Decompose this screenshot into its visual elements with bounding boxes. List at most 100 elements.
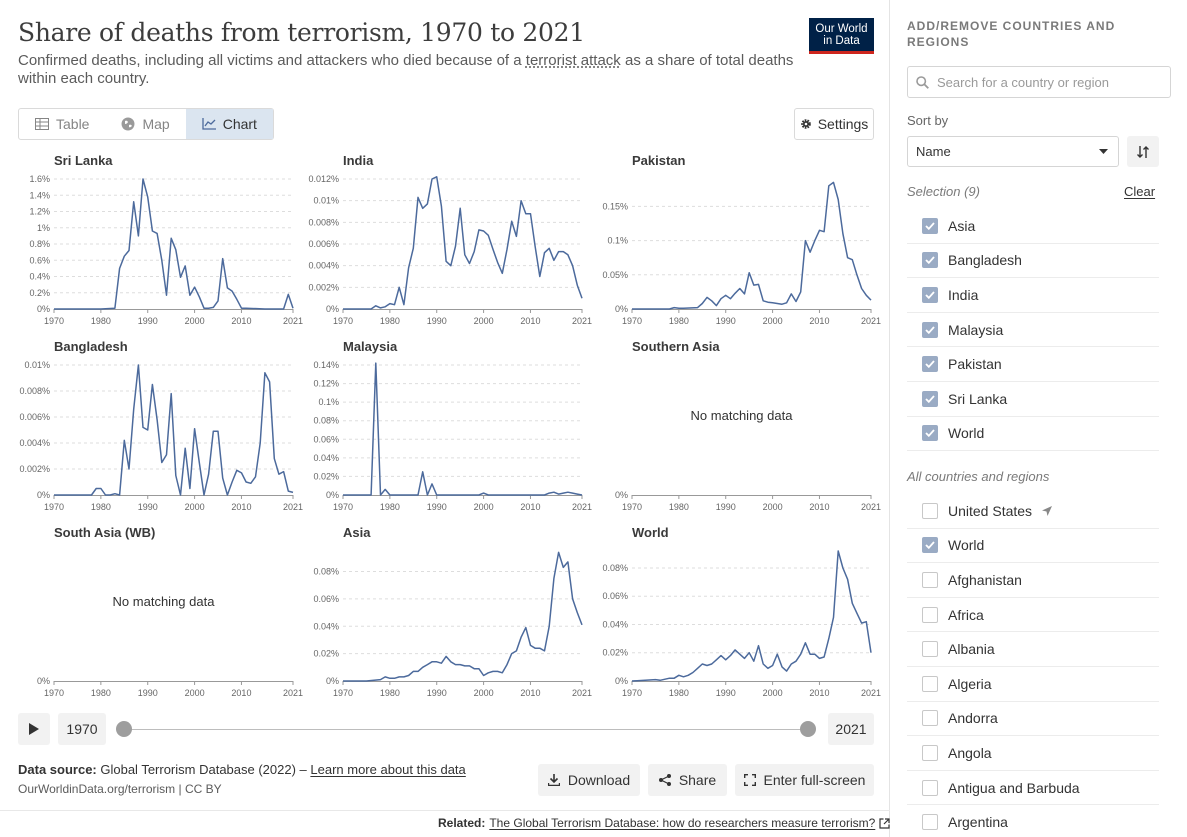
checkbox[interactable]	[922, 710, 938, 727]
checkbox[interactable]	[922, 814, 938, 831]
country-item-united-states[interactable]: United States	[907, 494, 1159, 529]
subtitle-text: Confirmed deaths, including all victims …	[18, 52, 526, 69]
tab-map[interactable]: Map	[105, 109, 185, 139]
selected-item-asia[interactable]: Asia	[907, 209, 1159, 244]
start-handle[interactable]	[116, 721, 132, 737]
y-tick-label: 0.004%	[308, 261, 339, 271]
search-input[interactable]: Search for a country or region	[907, 66, 1171, 98]
checkbox[interactable]	[922, 252, 938, 269]
country-item-angola[interactable]: Angola	[907, 736, 1159, 771]
item-label: Malaysia	[948, 321, 1004, 338]
series-line-sri-lanka[interactable]	[54, 178, 294, 310]
y-tick-label: 0.02%	[313, 471, 339, 481]
checkbox[interactable]	[922, 779, 938, 796]
sort-order-button[interactable]	[1127, 136, 1159, 167]
x-tick-label: 2000	[763, 316, 783, 326]
x-tick-label: 1990	[138, 502, 158, 512]
x-tick-label: 2021	[283, 688, 303, 698]
x-tick-label: 1990	[427, 502, 447, 512]
country-item-albania[interactable]: Albania	[907, 632, 1159, 667]
country-item-argentina[interactable]: Argentina	[907, 805, 1159, 837]
fullscreen-button[interactable]: Enter full-screen	[735, 764, 874, 796]
checkbox[interactable]	[922, 675, 938, 692]
country-item-antigua-and-barbuda[interactable]: Antigua and Barbuda	[907, 771, 1159, 806]
checkbox[interactable]	[922, 641, 938, 658]
x-tick-label: 1990	[716, 502, 736, 512]
y-tick-label: 0.008%	[308, 217, 339, 227]
owid-logo[interactable]: Our World in Data	[809, 18, 874, 54]
play-button[interactable]	[18, 713, 50, 745]
footer-divider	[0, 810, 890, 811]
y-tick-label: 0%	[615, 304, 628, 314]
checkbox[interactable]	[922, 286, 938, 303]
selected-item-sri-lanka[interactable]: Sri Lanka	[907, 382, 1159, 417]
country-item-andorra[interactable]: Andorra	[907, 702, 1159, 737]
tab-chart[interactable]: Chart	[185, 109, 273, 139]
checkbox[interactable]	[922, 606, 938, 623]
checkbox[interactable]	[922, 502, 938, 519]
play-icon	[29, 723, 39, 735]
series-line-asia[interactable]	[343, 551, 583, 682]
end-year[interactable]: 2021	[828, 713, 874, 745]
timeline-track[interactable]	[124, 729, 808, 730]
checkbox[interactable]	[922, 425, 938, 442]
related-link[interactable]: The Global Terrorism Database: how do re…	[489, 816, 876, 830]
download-button[interactable]: Download	[538, 764, 640, 796]
settings-button[interactable]: Settings	[794, 108, 874, 140]
series-line-bangladesh[interactable]	[54, 364, 294, 496]
y-tick-label: 0.008%	[19, 386, 50, 396]
country-item-africa[interactable]: Africa	[907, 598, 1159, 633]
item-label: Bangladesh	[948, 252, 1022, 269]
country-item-algeria[interactable]: Algeria	[907, 667, 1159, 702]
tab-table[interactable]: Table	[19, 109, 105, 139]
x-tick-label: 1990	[716, 316, 736, 326]
series-line-india[interactable]	[343, 176, 583, 310]
y-tick-label: 0.002%	[19, 464, 50, 474]
start-year[interactable]: 1970	[58, 713, 106, 745]
item-label: India	[948, 286, 979, 303]
country-item-afghanistan[interactable]: Afghanistan	[907, 563, 1159, 598]
x-tick-label: 1970	[44, 688, 64, 698]
selected-item-pakistan[interactable]: Pakistan	[907, 347, 1159, 382]
clear-button[interactable]: Clear	[1124, 184, 1156, 199]
all-countries-heading: All countries and regions	[907, 469, 1050, 484]
checkbox[interactable]	[922, 356, 938, 373]
checkbox[interactable]	[922, 537, 938, 554]
checkbox[interactable]	[922, 571, 938, 588]
selected-item-world[interactable]: World	[907, 417, 1159, 452]
y-tick-label: 1%	[37, 223, 50, 233]
share-button[interactable]: Share	[648, 764, 727, 796]
country-item-world[interactable]: World	[907, 529, 1159, 564]
item-label: Albania	[948, 641, 995, 658]
x-tick-label: 2010	[231, 688, 251, 698]
x-tick-label: 1970	[622, 502, 642, 512]
learn-more-link[interactable]: Learn more about this data	[310, 762, 466, 777]
series-line-malaysia[interactable]	[343, 362, 583, 496]
source-url[interactable]: OurWorldinData.org/terrorism | CC BY	[18, 782, 222, 796]
selected-item-india[interactable]: India	[907, 278, 1159, 313]
checkbox[interactable]	[922, 744, 938, 761]
search-placeholder: Search for a country or region	[937, 74, 1109, 90]
selected-item-malaysia[interactable]: Malaysia	[907, 313, 1159, 348]
end-handle[interactable]	[800, 721, 816, 737]
checkbox[interactable]	[922, 321, 938, 338]
gear-icon	[800, 119, 811, 129]
terrorist-attack-link[interactable]: terrorist attack	[525, 52, 621, 69]
x-tick-label: 2021	[283, 502, 303, 512]
checkbox[interactable]	[922, 390, 938, 407]
external-link-icon	[879, 817, 890, 829]
selected-item-bangladesh[interactable]: Bangladesh	[907, 244, 1159, 279]
no-data-message: No matching data	[691, 408, 794, 423]
settings-label: Settings	[817, 116, 869, 132]
panel-sri-lanka: Sri Lanka 0% 0.2% 0.4% 0.6% 0.8% 1% 1.2% 1.4% 1.6…	[29, 153, 303, 326]
sort-select[interactable]: Name	[907, 136, 1119, 167]
subtitle-text-end: as a share of total deaths within each c…	[18, 52, 794, 87]
checkbox[interactable]	[922, 217, 938, 234]
y-tick-label: 0%	[615, 676, 628, 686]
item-label: Africa	[948, 606, 984, 623]
y-tick-label: 0.4%	[29, 272, 50, 282]
series-line-pakistan[interactable]	[632, 181, 872, 310]
series-line-world[interactable]	[631, 550, 872, 682]
selection-heading: Selection (9)	[907, 184, 980, 199]
